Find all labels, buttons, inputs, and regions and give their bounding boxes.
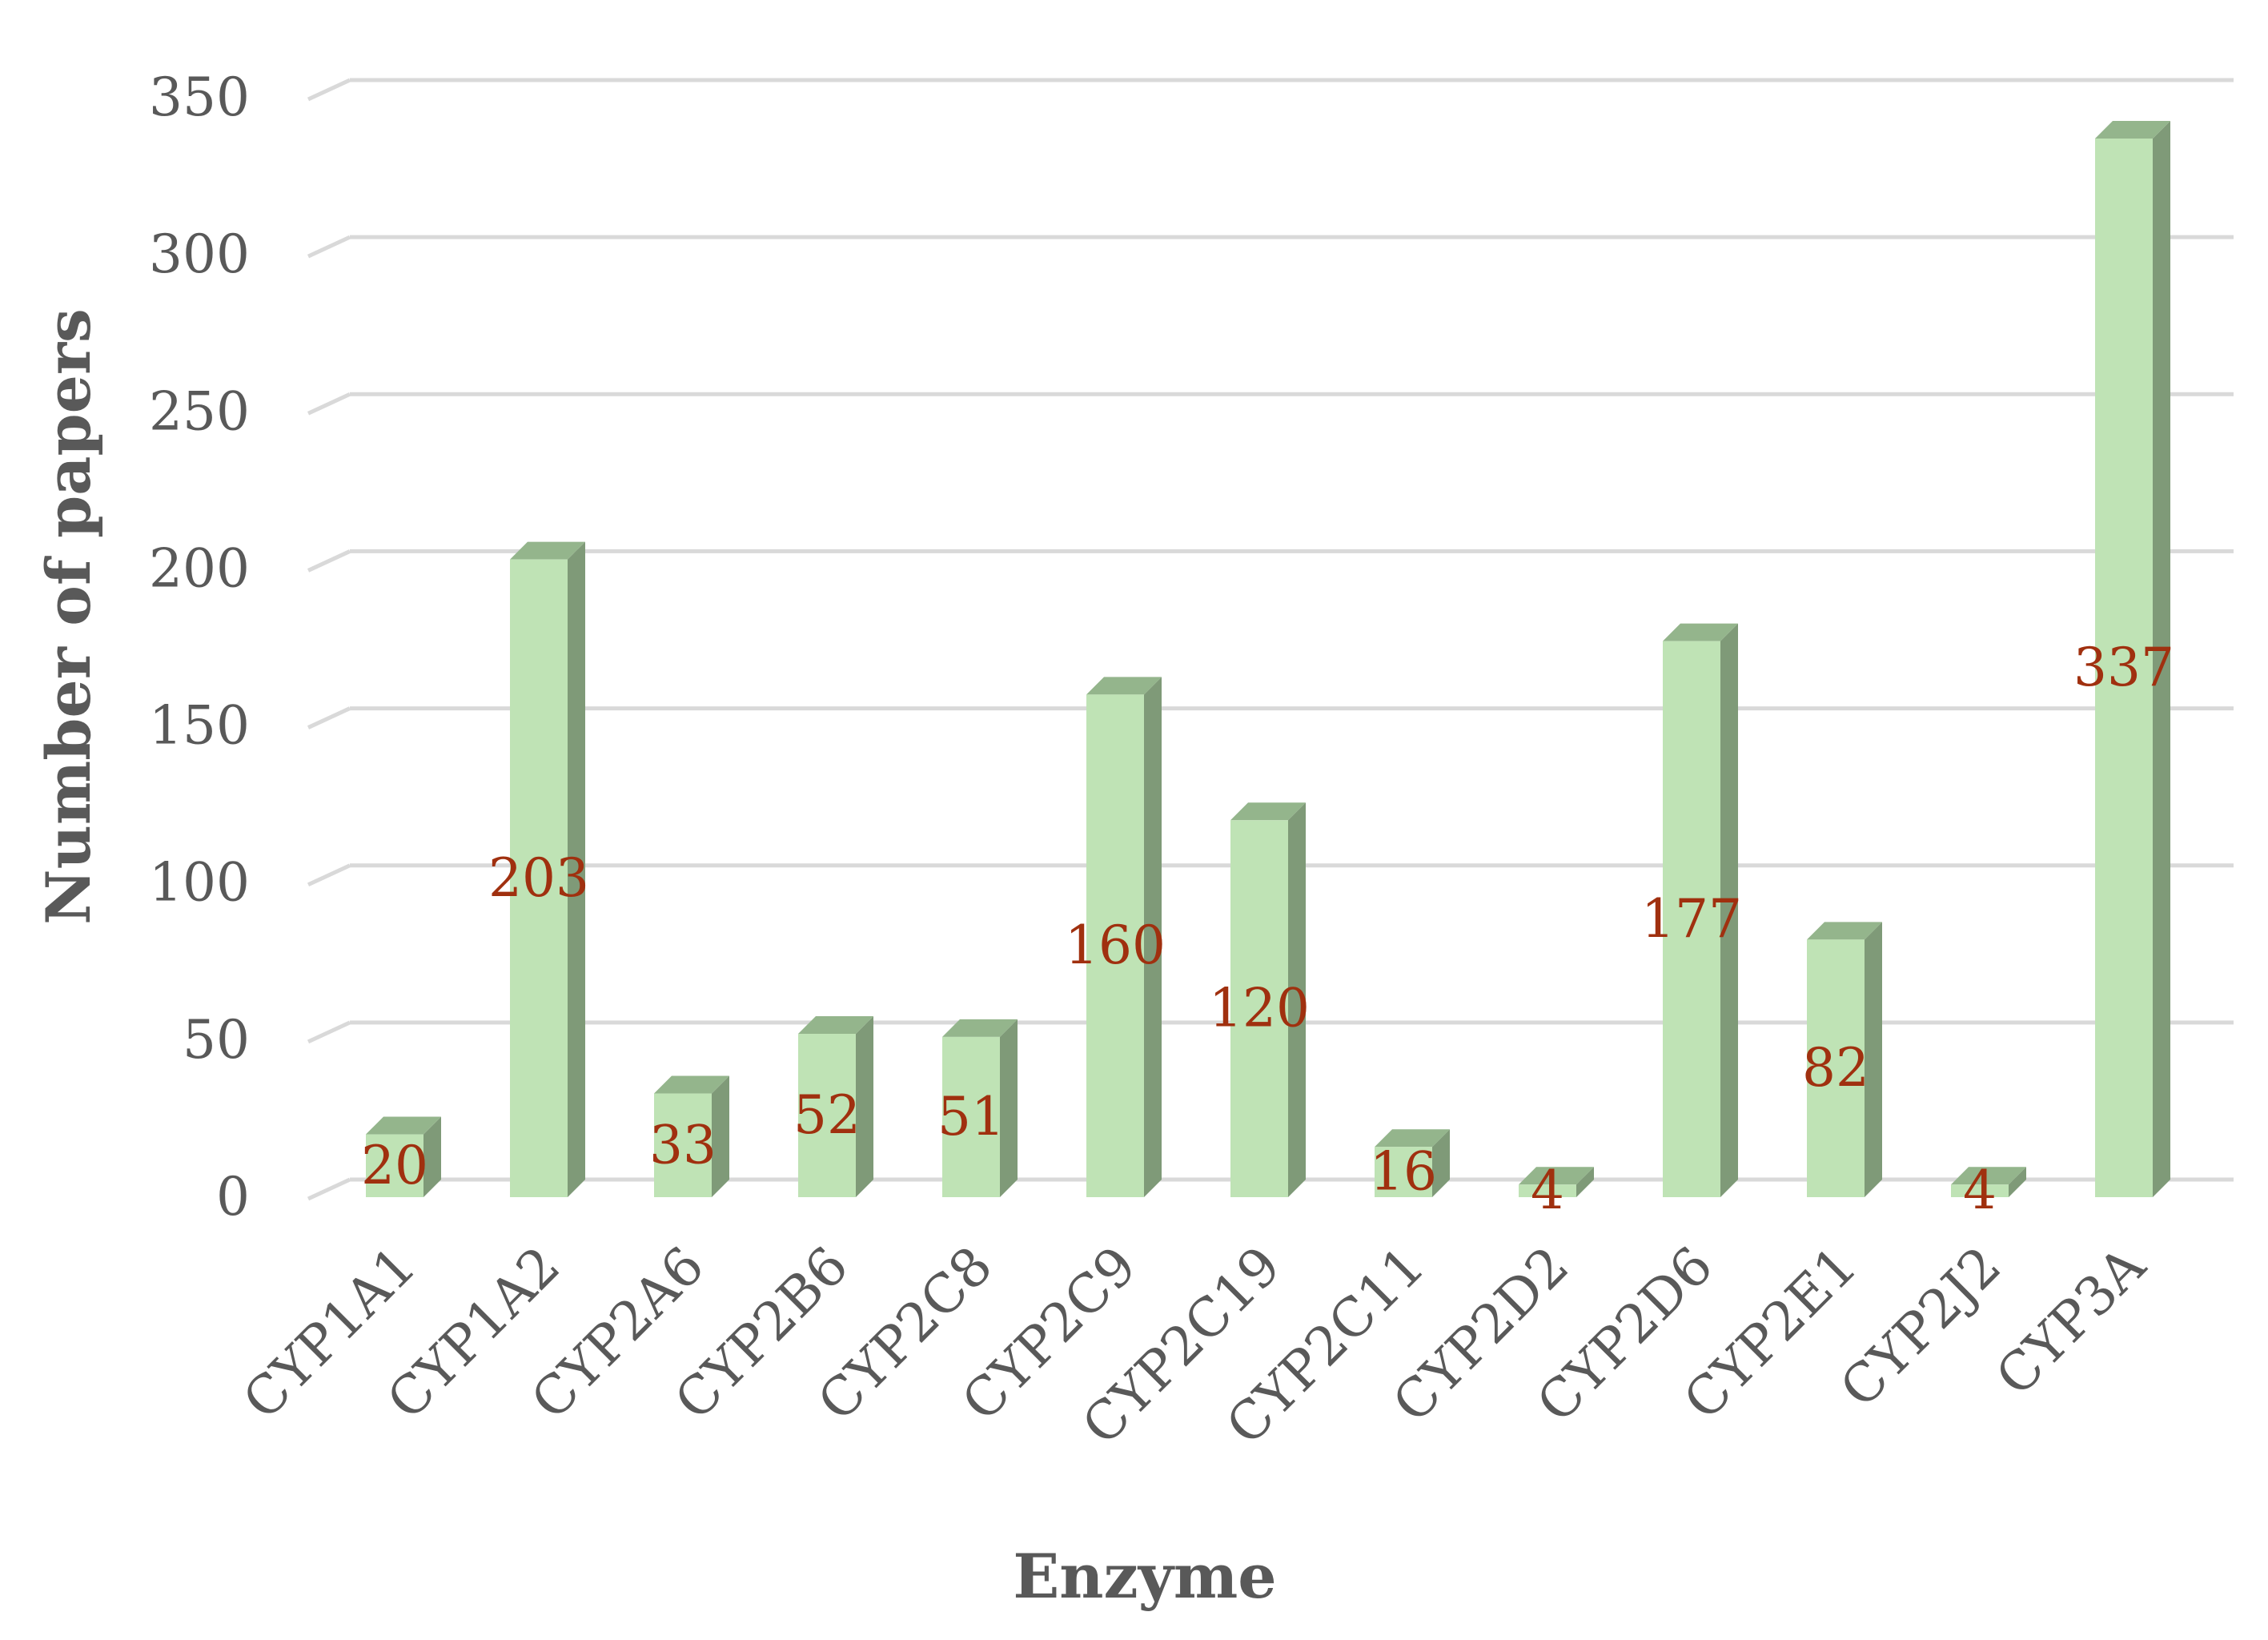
bar-top-CYP2J2 bbox=[1951, 1167, 2026, 1185]
bar-CYP2D6 bbox=[1663, 623, 1738, 1197]
bar-side-CYP2J2 bbox=[2009, 1167, 2026, 1197]
bar-CYP2C8 bbox=[942, 1019, 1018, 1197]
y-tick-label-250: 250 bbox=[149, 380, 250, 442]
data-labels: 20 203 33 52 51 160 120 16 4 177 82 4 337 bbox=[361, 637, 2174, 1221]
bar-front-CYP2D6 bbox=[1663, 641, 1720, 1197]
y-tick-label-300: 300 bbox=[149, 223, 250, 285]
x-axis-category-labels: CYP1A1CYP1A2CYP2A6CYP2B6CYP2C8CYP2C9CYP2… bbox=[231, 1234, 2158, 1457]
y-axis-title: Number of papers bbox=[33, 308, 104, 925]
bar-side-CYP2E1 bbox=[1865, 922, 1882, 1197]
data-label-CYP2C11: 16 bbox=[1370, 1141, 1437, 1203]
bar-front-CYP2B6 bbox=[798, 1034, 856, 1197]
bar-front-CYP2C19 bbox=[1230, 820, 1288, 1197]
bar-CYP2A6 bbox=[654, 1075, 729, 1197]
bar-top-CYP1A1 bbox=[366, 1116, 441, 1135]
bar-front-CYP2A6 bbox=[654, 1093, 712, 1197]
bar-top-CYP2D6 bbox=[1663, 623, 1738, 641]
gridline-diagonal-300 bbox=[307, 235, 351, 259]
bar-side-CYP2C8 bbox=[1000, 1019, 1018, 1197]
bar-side-CYP2B6 bbox=[856, 1016, 873, 1197]
bar-CYP3A bbox=[2095, 120, 2170, 1197]
x-axis-title: Enzyme bbox=[1013, 1541, 1276, 1612]
gridline-diagonal-150 bbox=[307, 706, 351, 730]
data-label-CYP2A6: 33 bbox=[649, 1114, 717, 1176]
bar-CYP2C9 bbox=[1086, 677, 1162, 1197]
bar-front-CYP3A bbox=[2095, 138, 2153, 1197]
data-label-CYP3A: 337 bbox=[2073, 637, 2174, 698]
bar-CYP2B6 bbox=[798, 1016, 873, 1197]
data-label-CYP2C9: 160 bbox=[1065, 914, 1166, 976]
bar-CYP2E1 bbox=[1807, 922, 1882, 1197]
bar-top-CYP1A2 bbox=[510, 541, 585, 560]
y-tick-label-350: 350 bbox=[149, 66, 250, 128]
bar-top-CYP2D2 bbox=[1519, 1167, 1594, 1185]
data-label-CYP2C19: 120 bbox=[1209, 978, 1310, 1039]
bar-front-CYP2C11 bbox=[1375, 1147, 1432, 1197]
bar-side-CYP2D6 bbox=[1720, 623, 1738, 1197]
x-tick-label-CYP3A: CYP3A bbox=[1985, 1234, 2158, 1408]
gridline-diagonal-250 bbox=[307, 392, 351, 416]
y-tick-label-0: 0 bbox=[216, 1166, 250, 1228]
bar-front-CYP1A1 bbox=[366, 1134, 423, 1197]
bar-CYP1A2 bbox=[510, 541, 585, 1197]
bar-front-CYP1A2 bbox=[510, 559, 568, 1197]
bar-side-CYP1A1 bbox=[423, 1116, 441, 1197]
bar-side-CYP3A bbox=[2153, 120, 2170, 1197]
bar-front-CYP2C9 bbox=[1086, 694, 1144, 1197]
bar-top-CYP2B6 bbox=[798, 1016, 873, 1035]
bar-CYP2J2 bbox=[1951, 1167, 2026, 1197]
bar-top-CYP3A bbox=[2095, 120, 2170, 139]
bar-top-CYP2A6 bbox=[654, 1075, 729, 1094]
data-label-CYP2D6: 177 bbox=[1641, 888, 1742, 950]
bar-CYP2C11 bbox=[1375, 1129, 1450, 1197]
gridline-diagonal-0 bbox=[307, 1177, 351, 1201]
x-tick-label-CYP2J2: CYP2J2 bbox=[1828, 1235, 2013, 1419]
bar-top-CYP2C11 bbox=[1375, 1129, 1450, 1148]
gridline-diagonal-50 bbox=[307, 1020, 351, 1044]
y-tick-label-200: 200 bbox=[149, 537, 250, 599]
bar-side-CYP2A6 bbox=[712, 1075, 729, 1197]
bar-front-CYP2C8 bbox=[942, 1036, 1000, 1197]
bar-front-CYP2J2 bbox=[1951, 1184, 2009, 1197]
y-tick-label-100: 100 bbox=[149, 852, 250, 914]
data-label-CYP1A1: 20 bbox=[361, 1135, 428, 1196]
y-tick-label-50: 50 bbox=[183, 1009, 250, 1071]
bar-top-CYP2E1 bbox=[1807, 922, 1882, 940]
bar-side-CYP1A2 bbox=[568, 541, 585, 1197]
bar-side-CYP2C9 bbox=[1144, 677, 1162, 1197]
bar-top-CYP2C8 bbox=[942, 1019, 1018, 1037]
bar-CYP2C19 bbox=[1230, 802, 1306, 1197]
bar-CYP1A1 bbox=[366, 1116, 441, 1197]
data-label-CYP2B6: 52 bbox=[793, 1084, 861, 1146]
bar-side-CYP2D2 bbox=[1576, 1167, 1594, 1197]
bar-front-CYP2E1 bbox=[1807, 939, 1865, 1197]
bar-CYP2D2 bbox=[1519, 1167, 1594, 1197]
bar-front-CYP2D2 bbox=[1519, 1184, 1576, 1197]
bar-side-CYP2C11 bbox=[1432, 1129, 1450, 1197]
data-label-CYP2J2: 4 bbox=[1963, 1160, 1997, 1221]
data-label-CYP2D2: 4 bbox=[1531, 1160, 1564, 1221]
y-axis-tick-labels: 0 50 100 150 200 250 300 350 bbox=[149, 66, 250, 1228]
y-tick-label-150: 150 bbox=[149, 695, 250, 757]
bar-top-CYP2C19 bbox=[1230, 802, 1306, 821]
data-label-CYP1A2: 203 bbox=[488, 847, 589, 909]
gridline-diagonal-350 bbox=[307, 78, 351, 102]
gridline-diagonal-200 bbox=[307, 549, 351, 573]
bars bbox=[366, 120, 2170, 1197]
bar-top-CYP2C9 bbox=[1086, 677, 1162, 695]
data-label-CYP2E1: 82 bbox=[1802, 1037, 1869, 1099]
gridline-diagonal-100 bbox=[307, 863, 351, 886]
bar-side-CYP2C19 bbox=[1288, 802, 1306, 1197]
data-label-CYP2C8: 51 bbox=[937, 1086, 1005, 1148]
